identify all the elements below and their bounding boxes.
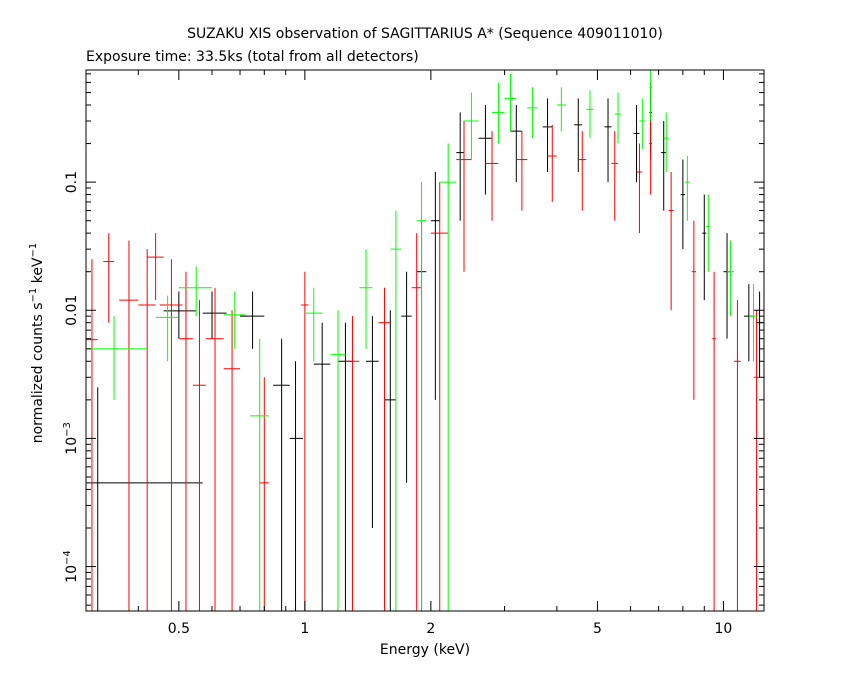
series-layer bbox=[86, 70, 763, 611]
series-1 bbox=[86, 112, 760, 611]
x-tick-label: 1 bbox=[300, 621, 309, 637]
y-axis-label: normalized counts s−1 keV−1 bbox=[28, 243, 46, 444]
x-axis-label: Energy (keV) bbox=[380, 642, 470, 658]
x-tick-label: 5 bbox=[593, 621, 602, 637]
y-axis-label-mid: keV bbox=[30, 257, 46, 288]
y-tick-label: 0.01 bbox=[64, 295, 80, 326]
chart-title: SUZAKU XIS observation of SAGITTARIUS A*… bbox=[187, 26, 663, 42]
y-tick-label-base: 10 bbox=[64, 565, 80, 583]
y-tick-label: 0.1 bbox=[64, 171, 80, 193]
x-tick-label: 2 bbox=[426, 621, 435, 637]
y-tick-label-base: 10 bbox=[64, 437, 80, 455]
y-axis-label-prefix: normalized counts s bbox=[30, 302, 46, 443]
plot-frame bbox=[85, 69, 765, 612]
y-tick-label-exp: −3 bbox=[62, 422, 73, 437]
series-2 bbox=[86, 70, 759, 611]
x-tick-label: 10 bbox=[715, 621, 733, 637]
y-tick-label-exp: −4 bbox=[62, 550, 73, 565]
chart-subtitle: Exposure time: 33.5ks (total from all de… bbox=[86, 49, 419, 65]
series-0 bbox=[86, 82, 763, 611]
axes-layer: 0.5 1 2 5 100.10.0110−310−4 bbox=[62, 70, 764, 637]
x-tick-label: 0.5 bbox=[168, 621, 190, 637]
y-axis-label-exp2: −1 bbox=[28, 243, 39, 258]
y-tick-label: 10−4 bbox=[62, 550, 80, 583]
y-tick-label: 10−3 bbox=[62, 422, 80, 455]
y-axis-label-exp1: −1 bbox=[28, 288, 39, 303]
